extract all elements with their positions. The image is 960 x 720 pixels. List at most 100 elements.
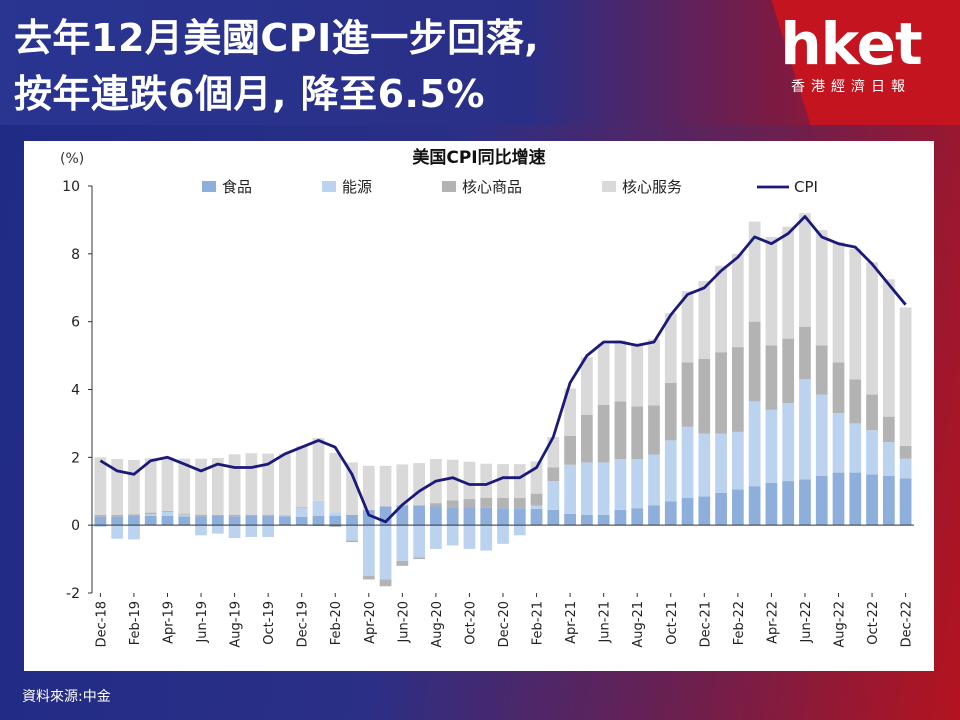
x-tick-label: Dec-18	[94, 601, 109, 647]
bar-segment-食品	[463, 507, 476, 526]
bar-segment-核心商品	[211, 514, 224, 517]
x-tick-label: Apr-20	[363, 601, 378, 644]
bar-segment-核心商品	[614, 401, 627, 460]
x-tick-label: Aug-22	[833, 601, 848, 648]
bar-segment-核心服务	[362, 465, 375, 510]
bar-segment-核心商品	[396, 560, 409, 566]
bar-segment-核心服务	[195, 458, 207, 515]
x-tick-label: Apr-22	[765, 601, 780, 644]
x-tick-label: Oct-21	[665, 601, 680, 645]
legend-label-能源: 能源	[342, 178, 372, 196]
bar-segment-核心服务	[396, 464, 409, 506]
bar-segment-能源	[547, 481, 560, 510]
bar-segment-食品	[899, 478, 912, 526]
bar-segment-核心服务	[262, 453, 275, 515]
bar-segment-核心商品	[346, 540, 358, 543]
bar-segment-核心服务	[664, 313, 677, 383]
bar-segment-核心服务	[245, 453, 258, 515]
bar-segment-核心商品	[379, 579, 392, 587]
bar-segment-核心商品	[245, 514, 258, 517]
y-axis-unit: (%)	[60, 151, 84, 167]
bar-segment-核心商品	[144, 512, 157, 515]
bar-segment-核心服务	[547, 436, 560, 468]
bar-segment-能源	[681, 426, 694, 499]
bar-segment-核心服务	[765, 236, 778, 346]
bar-segment-能源	[262, 525, 275, 538]
bar-segment-食品	[279, 516, 291, 526]
bar-segment-能源	[765, 409, 778, 483]
bar-segment-能源	[279, 516, 291, 517]
bar-segment-核心服务	[128, 460, 140, 515]
bar-segment-核心服务	[178, 458, 191, 514]
bar-segment-食品	[144, 516, 157, 526]
bar-segment-食品	[614, 509, 627, 526]
bar-segment-食品	[581, 514, 593, 526]
legend-label-核心商品: 核心商品	[462, 178, 522, 196]
hket-logo[interactable]: hket 香港經濟日報	[760, 14, 942, 96]
bar-segment-食品	[262, 515, 275, 526]
bar-segment-核心商品	[446, 500, 459, 508]
bar-segment-核心服务	[228, 454, 241, 515]
logo-subtitle: 香港經濟日報	[791, 79, 911, 95]
bar-segment-能源	[631, 459, 644, 509]
bar-segment-能源	[782, 403, 795, 482]
bar-segment-能源	[799, 379, 811, 480]
bar-segment-核心商品	[664, 382, 677, 441]
bar-segment-核心商品	[715, 352, 727, 434]
bar-segment-食品	[882, 475, 895, 526]
bar-segment-食品	[698, 496, 711, 526]
bar-segment-食品	[329, 515, 342, 526]
bar-segment-能源	[664, 440, 677, 502]
bar-segment-核心商品	[94, 514, 107, 517]
x-tick-label: Feb-21	[531, 601, 546, 645]
bar-segment-能源	[513, 525, 526, 536]
bar-segment-食品	[564, 513, 576, 526]
bar-segment-核心服务	[614, 340, 627, 402]
bar-segment-核心服务	[799, 213, 811, 327]
bar-segment-核心服务	[815, 230, 828, 346]
bar-segment-能源	[295, 508, 308, 517]
bar-segment-能源	[211, 525, 224, 534]
bar-segment-能源	[446, 525, 459, 546]
bar-segment-核心商品	[262, 514, 275, 516]
x-tick-label: Dec-22	[900, 601, 915, 647]
bar-segment-能源	[178, 514, 191, 517]
y-tick-label: 8	[71, 247, 80, 263]
bar-segment-食品	[128, 516, 140, 526]
bar-segment-食品	[195, 516, 207, 526]
bar-segment-核心商品	[329, 525, 342, 527]
bar-segment-核心服务	[144, 458, 157, 513]
bar-segment-能源	[715, 433, 727, 493]
bar-segment-核心服务	[463, 461, 476, 500]
x-tick-label: Feb-20	[329, 601, 344, 645]
bar-segment-核心商品	[866, 394, 878, 431]
bar-segment-核心服务	[94, 457, 107, 515]
bar-segment-能源	[329, 512, 342, 516]
bar-segment-能源	[530, 505, 543, 509]
y-tick-label: 4	[71, 383, 80, 399]
y-tick-label: 6	[71, 315, 80, 331]
bar-segment-食品	[513, 508, 526, 526]
bar-segment-能源	[815, 394, 828, 476]
bar-segment-食品	[94, 516, 107, 526]
bar-segment-食品	[446, 507, 459, 526]
bar-segment-核心服务	[866, 262, 878, 395]
bar-segment-食品	[161, 516, 174, 526]
bar-segment-核心商品	[899, 445, 912, 459]
bar-segment-核心服务	[648, 339, 660, 406]
bar-segment-核心服务	[564, 388, 576, 436]
x-tick-label: Feb-22	[732, 601, 747, 645]
legend-label-CPI: CPI	[794, 178, 818, 196]
bar-segment-食品	[631, 508, 644, 526]
bar-segment-能源	[866, 430, 878, 475]
x-tick-label: Apr-19	[161, 601, 176, 644]
bar-segment-核心服务	[681, 291, 694, 363]
headline-line-1: 去年12月美國CPI進一步回落,	[14, 16, 540, 60]
bar-segment-食品	[228, 516, 241, 526]
bar-segment-食品	[396, 505, 409, 526]
bar-segment-能源	[362, 525, 375, 577]
bar-segment-能源	[228, 525, 241, 539]
bar-segment-能源	[480, 525, 493, 551]
logo-wordmark: hket	[780, 10, 922, 78]
bar-segment-食品	[480, 507, 493, 526]
